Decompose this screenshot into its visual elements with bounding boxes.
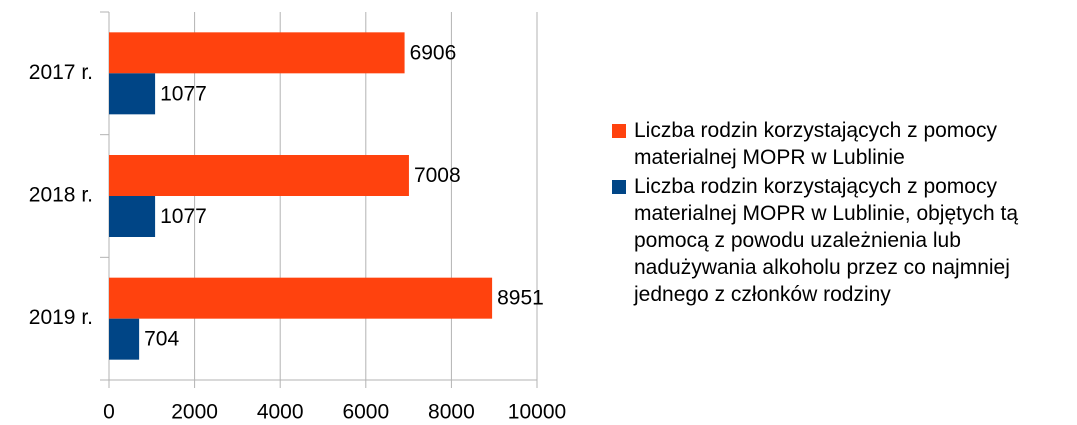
x-tick-label: 0 <box>103 401 115 424</box>
y-tick-label: 2018 r. <box>29 184 93 207</box>
bar <box>109 73 156 115</box>
data-label: 1077 <box>160 82 207 105</box>
y-tick-label: 2019 r. <box>29 306 93 329</box>
x-tick-label: 8000 <box>428 401 475 424</box>
data-label: 6906 <box>410 41 457 64</box>
legend-swatch <box>612 124 626 138</box>
data-label: 7008 <box>414 164 461 187</box>
bar <box>109 318 140 360</box>
data-label: 704 <box>144 328 179 351</box>
bar <box>109 277 493 319</box>
legend-swatch <box>612 180 626 194</box>
x-tick-label: 6000 <box>342 401 389 424</box>
bar <box>109 32 405 74</box>
bar <box>109 196 156 237</box>
legend-entry: Liczba rodzin korzystających z pomocy ma… <box>612 173 1062 308</box>
legend-entry: Liczba rodzin korzystających z pomocy ma… <box>612 117 1062 171</box>
legend-label: Liczba rodzin korzystających z pomocy ma… <box>634 119 997 169</box>
bar <box>109 155 409 196</box>
legend-label: Liczba rodzin korzystających z pomocy ma… <box>634 175 1019 306</box>
x-tick-label: 4000 <box>257 401 304 424</box>
x-tick-label: 2000 <box>171 401 218 424</box>
y-tick-label: 2017 r. <box>29 61 93 84</box>
data-label: 1077 <box>160 205 207 228</box>
x-tick-label: 10000 <box>508 401 566 424</box>
legend: Liczba rodzin korzystających z pomocy ma… <box>612 117 1062 310</box>
data-label: 8951 <box>497 287 544 310</box>
